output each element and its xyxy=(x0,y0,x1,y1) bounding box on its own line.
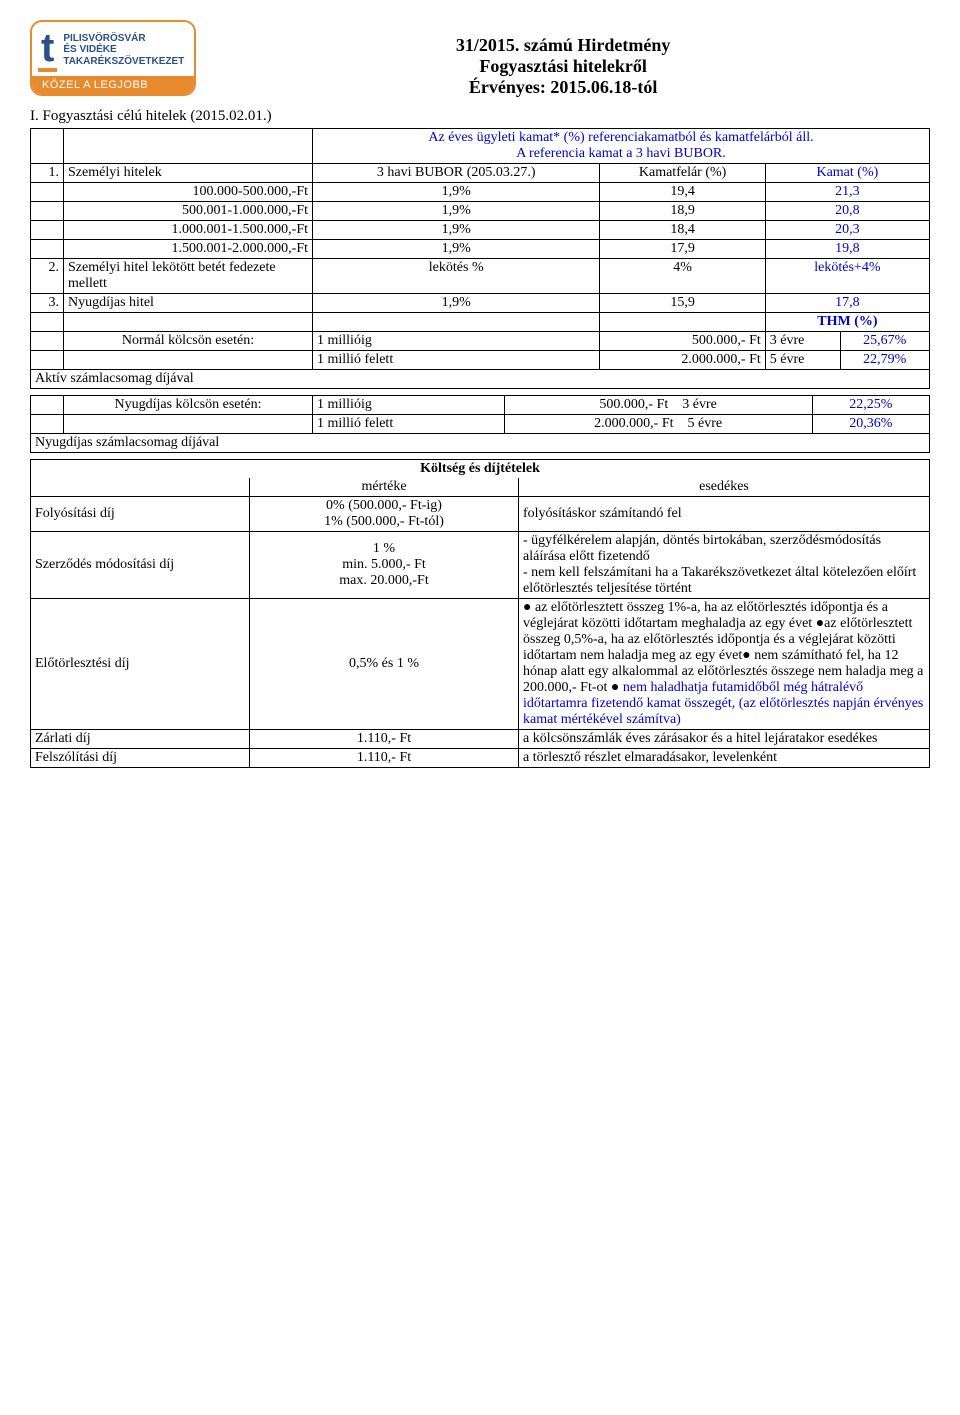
col-header: 3 havi BUBOR (205.03.27.) xyxy=(313,164,600,183)
fee-value: 0% (500.000,- Ft-ig)1% (500.000,- Ft-tól… xyxy=(250,497,519,532)
fee-value: 1.110,- Ft xyxy=(250,749,519,768)
normal-loan-label: Normál kölcsön esetén: xyxy=(64,332,313,351)
fee-label: Felszólítási díj xyxy=(31,749,250,768)
fee-due: ● az előtörlesztett összeg 1%-a, ha az e… xyxy=(519,599,930,730)
row-label: Személyi hitelek xyxy=(64,164,313,183)
header: t PILISVÖRÖSVÁR ÉS VIDÉKE TAKARÉKSZÖVETK… xyxy=(30,20,930,98)
nyugdijas-table: Nyugdíjas kölcsön esetén: 1 millióig 500… xyxy=(30,395,930,453)
fees-title: Költség és díjtételek xyxy=(31,460,930,479)
amount-range: 1.000.001-1.500.000,-Ft xyxy=(64,221,313,240)
row-num: 2. xyxy=(31,259,64,294)
fee-label: Előtörlesztési díj xyxy=(31,599,250,730)
fee-value: 0,5% és 1 % xyxy=(250,599,519,730)
fees-table: Költség és díjtételek mértéke esedékes F… xyxy=(30,459,930,768)
page-title: 31/2015. számú Hirdetmény Fogyasztási hi… xyxy=(196,35,930,98)
fee-due: a törlesztő részlet elmaradásakor, level… xyxy=(519,749,930,768)
active-package-footer: Aktív számlacsomag díjával xyxy=(31,370,930,389)
fee-label: Folyósítási díj xyxy=(31,497,250,532)
section-i-title: I. Fogyasztási célú hitelek (2015.02.01.… xyxy=(30,108,930,125)
row-num: 1. xyxy=(31,164,64,183)
thm-header: THM (%) xyxy=(765,313,929,332)
col-header: Kamat (%) xyxy=(765,164,929,183)
fee-label: Szerződés módosítási díj xyxy=(31,532,250,599)
nyugdijas-loan-label: Nyugdíjas kölcsön esetén: xyxy=(64,396,313,415)
logo-letter: t xyxy=(38,28,57,72)
fee-due: - ügyfélkérelem alapján, döntés birtokáb… xyxy=(519,532,930,599)
intro-line: Az éves ügyleti kamat* (%) referenciakam… xyxy=(313,129,930,164)
fee-value: 1 %min. 5.000,- Ftmax. 20.000,-Ft xyxy=(250,532,519,599)
fee-label: Zárlati díj xyxy=(31,730,250,749)
nyugdijas-package-footer: Nyugdíjas számlacsomag díjával xyxy=(31,434,930,453)
row-label: Személyi hitel lekötött betét fedezete m… xyxy=(64,259,313,294)
row-num: 3. xyxy=(31,294,64,313)
main-table: Az éves ügyleti kamat* (%) referenciakam… xyxy=(30,128,930,389)
fee-due: a kölcsönszámlák éves zárásakor és a hit… xyxy=(519,730,930,749)
logo-text: PILISVÖRÖSVÁR ÉS VIDÉKE TAKARÉKSZÖVETKEZ… xyxy=(63,33,184,68)
amount-range: 500.001-1.000.000,-Ft xyxy=(64,202,313,221)
fee-value: 1.110,- Ft xyxy=(250,730,519,749)
fees-col-header: mértéke xyxy=(250,478,519,497)
amount-range: 1.500.001-2.000.000,-Ft xyxy=(64,240,313,259)
row-label: Nyugdíjas hitel xyxy=(64,294,313,313)
fee-due: folyósításkor számítandó fel xyxy=(519,497,930,532)
logo: t PILISVÖRÖSVÁR ÉS VIDÉKE TAKARÉKSZÖVETK… xyxy=(30,20,196,96)
logo-slogan: KÖZEL A LEGJOBB xyxy=(32,76,194,94)
col-header: Kamatfelár (%) xyxy=(600,164,765,183)
fees-col-header: esedékes xyxy=(519,478,930,497)
amount-range: 100.000-500.000,-Ft xyxy=(64,183,313,202)
